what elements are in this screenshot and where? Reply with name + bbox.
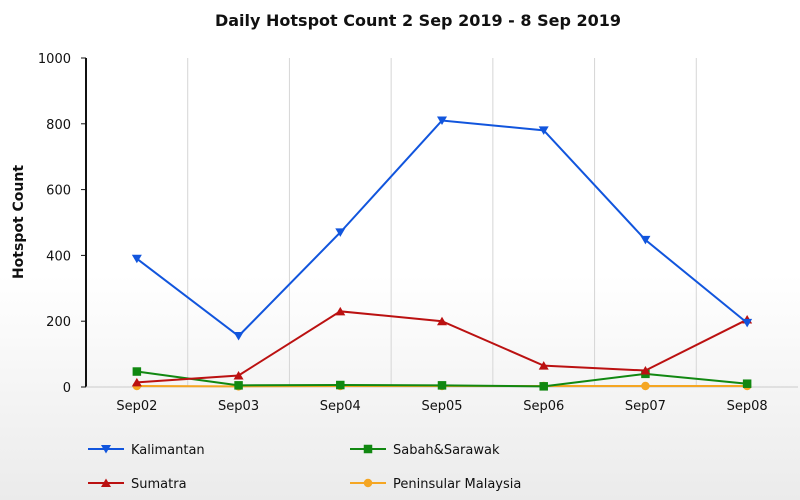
x-tick-label: Sep06 bbox=[523, 399, 564, 414]
legend-item-peninsular-malaysia[interactable]: Peninsular Malaysia bbox=[350, 477, 521, 492]
legend-marker bbox=[363, 444, 373, 454]
data-point-sabah-sarawak bbox=[539, 382, 548, 391]
y-axis-label: Hotspot Count bbox=[11, 165, 27, 279]
data-point-sumatra bbox=[233, 370, 244, 380]
legend-item-kalimantan[interactable]: Kalimantan bbox=[88, 443, 205, 458]
x-tick-label: Sep08 bbox=[727, 399, 768, 414]
data-point-kalimantan bbox=[640, 235, 651, 245]
legend-marker bbox=[101, 478, 111, 487]
legend-label: Sabah&Sarawak bbox=[393, 443, 500, 458]
axes bbox=[85, 58, 798, 388]
y-tick-label: 600 bbox=[46, 184, 71, 199]
data-point-sabah-sarawak bbox=[132, 367, 142, 376]
data-point-sumatra bbox=[335, 306, 346, 316]
y-tick-label: 800 bbox=[46, 118, 71, 133]
x-axis-ticks: Sep02 Sep03 Sep04 Sep05 Sep06 Sep07 Sep08 bbox=[116, 399, 767, 414]
series-kalimantan bbox=[131, 116, 753, 341]
data-point-peninsular-malaysia bbox=[641, 381, 650, 391]
data-point-sabah-sarawak bbox=[437, 381, 447, 390]
x-tick-label: Sep02 bbox=[116, 399, 157, 414]
y-tick-label: 400 bbox=[46, 249, 71, 264]
data-point-kalimantan bbox=[335, 228, 346, 237]
data-point-kalimantan bbox=[233, 332, 244, 341]
x-tick-label: Sep07 bbox=[625, 399, 666, 414]
legend-item-sabah-sarawak[interactable]: Sabah&Sarawak bbox=[350, 443, 500, 458]
data-point-sumatra bbox=[538, 361, 549, 370]
legend-marker bbox=[101, 445, 111, 454]
data-point-sumatra bbox=[640, 366, 651, 375]
y-tick-label: 1000 bbox=[38, 52, 71, 67]
data-point-kalimantan bbox=[538, 126, 549, 135]
legend-marker bbox=[363, 478, 373, 488]
data-point-sabah-sarawak bbox=[234, 381, 243, 390]
series-lines bbox=[131, 116, 753, 391]
data-point-sumatra bbox=[131, 377, 142, 387]
data-point-sabah-sarawak bbox=[336, 380, 345, 390]
legend: Kalimantan Sumatra Sabah&Sarawak Peninsular… bbox=[88, 443, 521, 492]
data-point-kalimantan bbox=[131, 254, 142, 264]
legend-label: Peninsular Malaysia bbox=[393, 477, 521, 492]
data-point-sabah-sarawak bbox=[742, 379, 752, 388]
x-tick-label: Sep05 bbox=[421, 399, 462, 414]
legend-label: Kalimantan bbox=[131, 443, 205, 458]
y-tick-label: 0 bbox=[63, 381, 71, 396]
chart-title: Daily Hotspot Count 2 Sep 2019 - 8 Sep 2… bbox=[215, 11, 621, 30]
legend-item-sumatra[interactable]: Sumatra bbox=[88, 477, 187, 492]
grid-lines bbox=[187, 58, 697, 387]
legend-label: Sumatra bbox=[131, 477, 187, 492]
series-line-kalimantan bbox=[136, 119, 748, 338]
data-point-kalimantan bbox=[742, 318, 753, 328]
y-axis-ticks: 0 200 400 600 800 1000 bbox=[38, 52, 86, 396]
data-point-kalimantan bbox=[437, 116, 447, 126]
x-tick-label: Sep03 bbox=[218, 399, 259, 414]
data-point-sumatra bbox=[437, 316, 447, 326]
y-tick-label: 200 bbox=[46, 315, 71, 330]
x-tick-label: Sep04 bbox=[320, 399, 361, 414]
